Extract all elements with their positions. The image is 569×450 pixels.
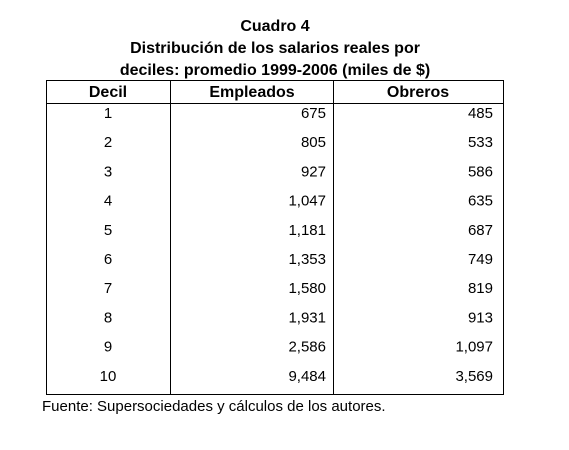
table-cell: 8: [104, 309, 112, 326]
table-cell: 1,097: [455, 339, 493, 356]
table-cell: 2,586: [288, 339, 326, 356]
column-header: Decil: [89, 84, 127, 101]
table-cell: 675: [301, 105, 326, 122]
table-cell: 5: [104, 222, 112, 239]
table-border: [46, 80, 504, 395]
table-cell: 1,353: [288, 251, 326, 268]
source-note: Fuente: Supersociedades y cálculos de lo…: [42, 398, 386, 415]
table-cell: 805: [301, 134, 326, 151]
table-cell: 819: [468, 280, 493, 297]
table-cell: 1,931: [288, 309, 326, 326]
table-label: Cuadro 4: [240, 18, 309, 35]
table-cell: 533: [468, 134, 493, 151]
table-cell: 10: [100, 368, 117, 385]
table-cell: 9: [104, 339, 112, 356]
table-cell: 7: [104, 280, 112, 297]
table-cell: 2: [104, 134, 112, 151]
column-header: Empleados: [209, 84, 294, 101]
table-title: Distribución de los salarios reales por: [130, 40, 420, 57]
table-cell: 6: [104, 251, 112, 268]
table-cell: 913: [468, 309, 493, 326]
table-cell: 927: [301, 163, 326, 180]
table-cell: 9,484: [288, 368, 326, 385]
table-cell: 635: [468, 193, 493, 210]
table-cell: 1,580: [288, 280, 326, 297]
table-cell: 749: [468, 251, 493, 268]
table-cell: 3: [104, 163, 112, 180]
table-cell: 1,181: [288, 222, 326, 239]
table-cell: 1: [104, 105, 112, 122]
table-title: deciles: promedio 1999-2006 (miles de $): [120, 62, 430, 79]
column-header: Obreros: [387, 84, 449, 101]
table-cell: 3,569: [455, 368, 493, 385]
table-cell: 485: [468, 105, 493, 122]
table-cell: 4: [104, 193, 112, 210]
table-cell: 687: [468, 222, 493, 239]
table-cell: 1,047: [288, 193, 326, 210]
table-cell: 586: [468, 163, 493, 180]
